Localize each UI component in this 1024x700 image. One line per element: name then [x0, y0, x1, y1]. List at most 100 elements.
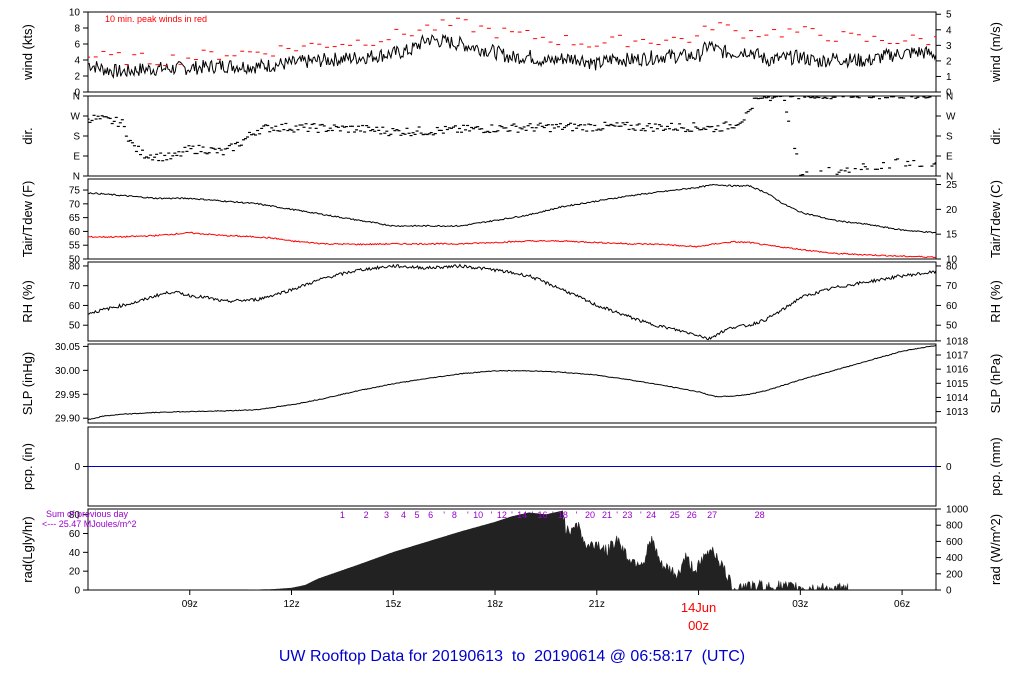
left-tick-label: 0 — [74, 462, 80, 473]
panel-frame — [87, 11, 937, 93]
hour-label: 1 — [340, 510, 345, 520]
hour-label: 10 — [473, 510, 483, 520]
left-tick-label: 75 — [69, 186, 81, 197]
right-tick-label: 1018 — [946, 336, 969, 347]
x-axis: 09z 12z 15z 18z 21z 03z 06z 14Jun 00z — [182, 590, 910, 633]
left-tick-label: 29.90 — [55, 414, 80, 425]
left-tick-label: 30.05 — [55, 342, 80, 353]
hour-label: 25 — [670, 510, 680, 520]
x-tick-label: 18z — [487, 599, 503, 610]
right-tick-label: 15 — [946, 230, 958, 241]
right-tick-label: W — [946, 112, 956, 123]
hour-label: 26 — [687, 510, 697, 520]
hour-label: ' — [511, 510, 513, 520]
series-line — [88, 33, 936, 79]
left-tick-label: 80 — [69, 510, 81, 521]
left-tick-label: 10 — [69, 8, 81, 19]
left-tick-label: 29.95 — [55, 390, 80, 401]
hour-label: 12 — [497, 510, 507, 520]
panel-frame — [87, 95, 937, 177]
series-group — [247, 510, 849, 590]
hour-label: 20 — [585, 510, 595, 520]
ylabel-left: RH (%) — [20, 280, 35, 323]
ylabel-right: RH (%) — [988, 280, 1003, 323]
right-tick-label: 800 — [946, 521, 963, 532]
ylabel-left: pcp. (in) — [20, 443, 35, 490]
series-group — [88, 17, 936, 79]
series-group — [88, 263, 936, 341]
x-tick-label: 21z — [589, 599, 605, 610]
rad-annotation: Sum of previous day — [46, 509, 129, 519]
hour-label: ' — [467, 510, 469, 520]
right-tick-label: 0 — [946, 88, 952, 99]
series-line — [88, 183, 936, 234]
hour-label: ' — [531, 510, 533, 520]
ylabel-left: rad(Lgly/hr) — [20, 516, 35, 582]
panel-frame — [87, 261, 937, 342]
series-group — [88, 344, 936, 421]
left-tick-label: N — [73, 92, 80, 103]
left-tick-label: 2 — [74, 72, 80, 83]
right-tick-label: 1014 — [946, 393, 969, 404]
hour-label: 6 — [428, 510, 433, 520]
panel-wind: 0 2 4 6 8 10 0 1 2 3 4 5 wind (kts) wind (m/s) 10 min.… — [20, 8, 1003, 99]
right-tick-label: 2 — [946, 56, 952, 67]
left-tick-label: 20 — [69, 567, 81, 578]
left-tick-label: 60 — [69, 227, 81, 238]
time-label: 00z — [688, 618, 709, 633]
right-tick-label: 20 — [946, 205, 958, 216]
panel-pcp: 0 0 pcp. (in) pcp. (mm) — [20, 426, 1003, 507]
left-tick-label: 50 — [69, 321, 81, 332]
hour-label: ' — [443, 510, 445, 520]
left-tick-label: W — [71, 112, 81, 123]
right-tick-label: 600 — [946, 537, 963, 548]
hour-label: 4 — [401, 510, 406, 520]
hour-label: 27 — [707, 510, 717, 520]
left-tick-label: 70 — [69, 281, 81, 292]
x-tick-label: 09z — [182, 599, 198, 610]
ylabel-right: wind (m/s) — [988, 22, 1003, 83]
left-tick-label: 80 — [69, 261, 81, 272]
right-tick-label: 0 — [946, 462, 952, 473]
series-line — [88, 263, 936, 341]
x-tick-label: 15z — [385, 599, 401, 610]
left-tick-label: 6 — [74, 40, 80, 51]
hour-label: ' — [640, 510, 642, 520]
panel-temp: 50 55 60 65 70 75 10 15 20 25 Tair/Tdew (F) Tair/Td… — [20, 178, 1003, 266]
right-tick-label: 400 — [946, 553, 963, 564]
right-tick-label: S — [946, 132, 953, 143]
ylabel-left: SLP (inHg) — [20, 352, 35, 415]
rad-annotation: <--- 25.47 MJoules/m^2 — [42, 519, 137, 529]
x-tick-label: 03z — [792, 599, 808, 610]
hour-label: 23 — [622, 510, 632, 520]
hour-label: 18 — [558, 510, 568, 520]
left-tick-label: S — [73, 132, 80, 143]
hour-label: ' — [616, 510, 618, 520]
left-tick-label: 65 — [69, 213, 81, 224]
radiation-area — [247, 510, 849, 590]
right-tick-label: 10 — [946, 255, 958, 266]
hour-label: 21 — [602, 510, 612, 520]
left-tick-label: 70 — [69, 199, 81, 210]
hour-label: 8 — [452, 510, 457, 520]
series-group — [88, 183, 936, 259]
hour-label: ' — [491, 510, 493, 520]
hour-label: 14 — [517, 510, 527, 520]
right-tick-label: 4 — [946, 25, 952, 36]
right-tick-label: 1015 — [946, 379, 969, 390]
hour-label: ' — [576, 510, 578, 520]
hour-label: 5 — [415, 510, 420, 520]
left-tick-label: 0 — [74, 586, 80, 597]
right-tick-label: 1016 — [946, 365, 969, 376]
series-line — [88, 344, 936, 421]
panel-slp: 29.90 29.95 30.00 30.05 1013 1014 1015 1016 1017… — [20, 336, 1003, 424]
left-tick-label: 30.00 — [55, 366, 80, 377]
ylabel-right: dir. — [988, 127, 1003, 144]
hour-label: 28 — [755, 510, 765, 520]
right-tick-label: 5 — [946, 10, 952, 21]
panel-rh: 50 60 70 80 50 60 70 80 RH (%) RH (%) — [20, 261, 1003, 342]
x-tick-label: 12z — [283, 599, 299, 610]
